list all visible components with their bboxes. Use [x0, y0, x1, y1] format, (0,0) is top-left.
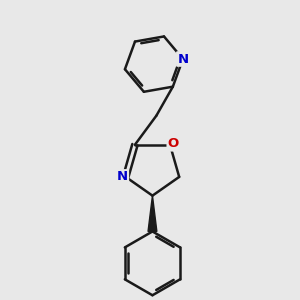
Polygon shape — [148, 196, 157, 232]
Text: N: N — [117, 170, 128, 183]
Text: O: O — [168, 137, 179, 150]
Text: N: N — [177, 52, 188, 65]
